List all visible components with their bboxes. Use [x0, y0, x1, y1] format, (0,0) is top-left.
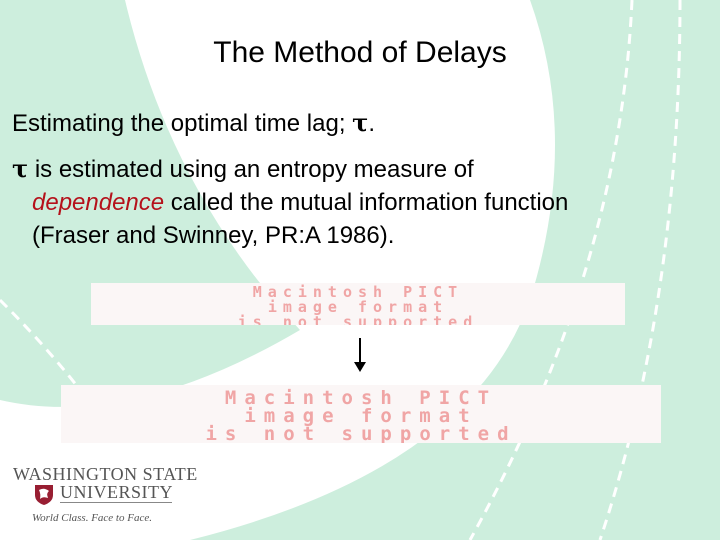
bullet-text-3: (Fraser and Swinney, PR:A 1986). [32, 222, 395, 249]
pict-line-2: image format [267, 298, 449, 316]
bullet-tau-symbol: τ [12, 154, 29, 183]
pict-image-placeholder-2: Macintosh PICT image format is not suppo… [61, 385, 661, 443]
pict-line-3: is not supported [237, 313, 479, 326]
pict-line-2: image format [244, 405, 478, 427]
bullet-text-1: is estimated using an entropy measure of [28, 156, 474, 183]
bullet-text-2: called the mutual information function [164, 189, 569, 216]
cougar-shield-icon [35, 485, 53, 505]
pict-line-1: Macintosh PICT [224, 387, 498, 409]
intro-line: Estimating the optimal time lag; τ. [12, 108, 375, 138]
down-arrow-icon [354, 338, 366, 372]
slide-title: The Method of Delays [213, 36, 507, 69]
logo-line-1: WASHINGTON STATE [13, 464, 198, 484]
tau-symbol: τ [352, 108, 369, 137]
pict-image-placeholder-1: Macintosh PICT image format is not suppo… [91, 283, 625, 325]
intro-end: . [368, 110, 375, 137]
intro-text: Estimating the optimal time lag; [12, 110, 353, 137]
logo-tagline: World Class. Face to Face. [32, 512, 152, 524]
logo-divider [60, 502, 172, 503]
pict-line-1: Macintosh PICT [252, 283, 464, 301]
bullet-paragraph: τ is estimated using an entropy measure … [12, 152, 712, 252]
pict-line-3: is not supported [205, 423, 517, 444]
wsu-logo: WASHINGTON STATE UNIVERSITY World Class.… [10, 462, 197, 532]
logo-line-2: UNIVERSITY [60, 482, 173, 502]
dependence-emphasis: dependence [32, 189, 165, 216]
bullet-line-2: dependence called the mutual information… [12, 186, 712, 219]
